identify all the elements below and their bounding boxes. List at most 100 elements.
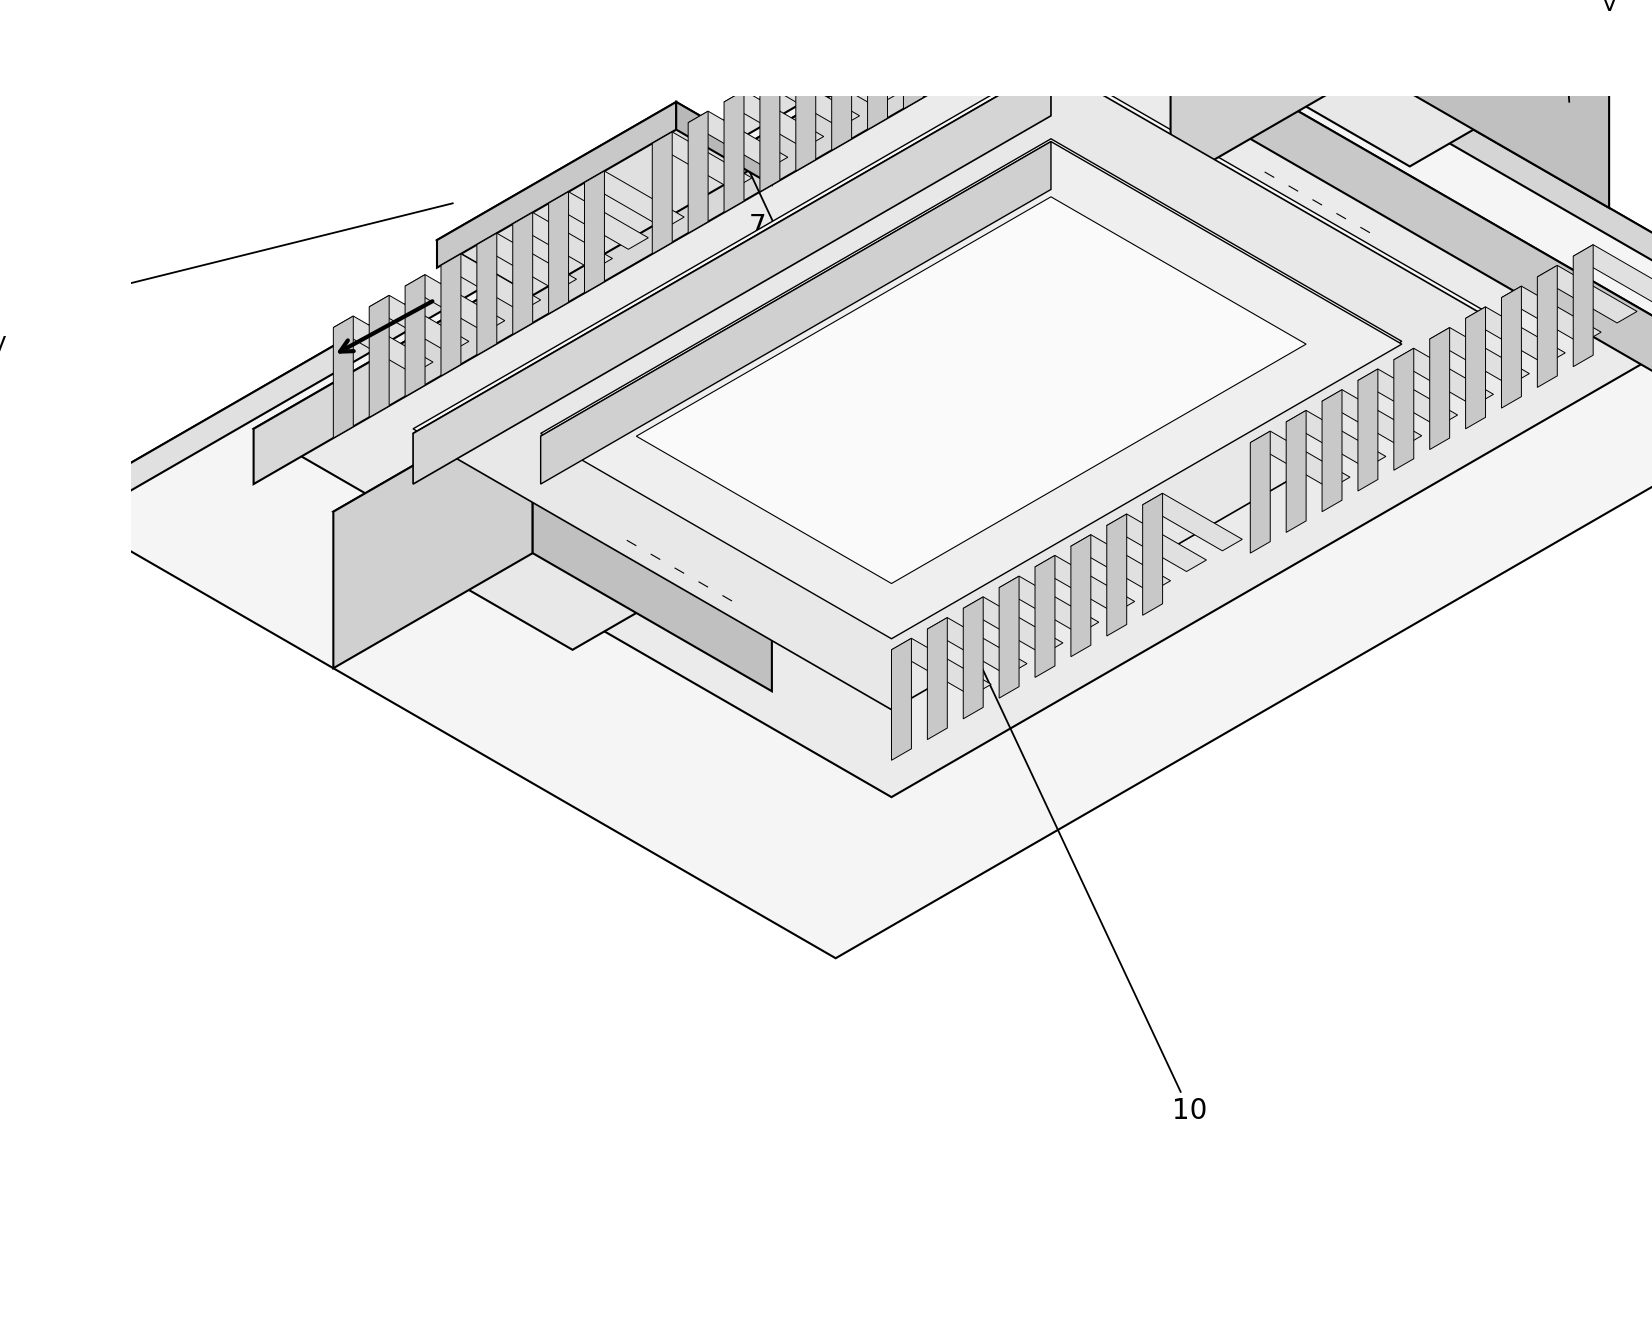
Polygon shape	[1070, 534, 1171, 593]
Polygon shape	[370, 296, 469, 353]
Circle shape	[0, 300, 45, 392]
Polygon shape	[441, 254, 540, 312]
Polygon shape	[548, 192, 568, 314]
Polygon shape	[334, 397, 771, 650]
Polygon shape	[892, 638, 991, 695]
Polygon shape	[413, 60, 1530, 705]
Polygon shape	[676, 103, 771, 185]
Text: 10: 10	[733, 137, 1208, 1126]
Polygon shape	[867, 8, 966, 65]
Polygon shape	[760, 69, 859, 128]
Polygon shape	[55, 0, 1090, 534]
Polygon shape	[1090, 0, 1652, 388]
Polygon shape	[1322, 390, 1422, 448]
Polygon shape	[1287, 410, 1386, 468]
Polygon shape	[1251, 432, 1270, 553]
Polygon shape	[370, 296, 390, 417]
Polygon shape	[334, 316, 433, 373]
Polygon shape	[963, 597, 983, 719]
Polygon shape	[963, 597, 1062, 654]
Polygon shape	[1171, 0, 1370, 185]
Polygon shape	[796, 49, 816, 170]
Polygon shape	[1429, 328, 1450, 449]
Polygon shape	[1287, 410, 1307, 533]
Polygon shape	[999, 577, 1019, 698]
Polygon shape	[1251, 432, 1350, 489]
Polygon shape	[1107, 514, 1127, 635]
Polygon shape	[1573, 245, 1593, 366]
Polygon shape	[927, 618, 947, 739]
Text: 7: 7	[748, 213, 930, 514]
Polygon shape	[975, 0, 995, 68]
Polygon shape	[512, 213, 532, 334]
Polygon shape	[1036, 555, 1056, 678]
Polygon shape	[1538, 265, 1558, 388]
Polygon shape	[689, 111, 709, 233]
Polygon shape	[699, 582, 709, 587]
Polygon shape	[1289, 185, 1298, 192]
Polygon shape	[796, 49, 895, 107]
Polygon shape	[441, 254, 461, 376]
Polygon shape	[1370, 0, 1609, 208]
Polygon shape	[1538, 265, 1637, 322]
Polygon shape	[1322, 390, 1341, 511]
Polygon shape	[1394, 348, 1493, 406]
Polygon shape	[653, 132, 752, 189]
Polygon shape	[1143, 493, 1242, 551]
Polygon shape	[940, 0, 960, 88]
Text: 驱动方向: 驱动方向	[453, 249, 520, 277]
Polygon shape	[1143, 493, 1163, 615]
Polygon shape	[975, 0, 1075, 3]
Polygon shape	[1171, 0, 1609, 166]
Polygon shape	[831, 28, 852, 151]
Polygon shape	[653, 132, 672, 254]
Polygon shape	[1358, 369, 1457, 426]
Polygon shape	[1502, 286, 1601, 344]
Polygon shape	[674, 567, 684, 573]
Polygon shape	[940, 0, 1039, 24]
Polygon shape	[760, 69, 780, 192]
Polygon shape	[1051, 0, 1652, 392]
Text: 8: 8	[1153, 177, 1424, 404]
Polygon shape	[334, 397, 532, 669]
Polygon shape	[413, 65, 1051, 484]
Polygon shape	[927, 618, 1028, 675]
Circle shape	[1563, 0, 1652, 52]
Polygon shape	[1502, 286, 1521, 408]
Polygon shape	[1107, 514, 1206, 571]
Text: V: V	[0, 336, 7, 356]
Polygon shape	[904, 0, 923, 109]
Polygon shape	[651, 554, 661, 559]
Polygon shape	[55, 0, 1652, 958]
Polygon shape	[405, 274, 425, 397]
Polygon shape	[867, 8, 887, 129]
Polygon shape	[904, 0, 1003, 44]
Polygon shape	[724, 91, 824, 148]
Polygon shape	[1036, 555, 1135, 613]
Polygon shape	[831, 28, 932, 85]
Polygon shape	[477, 233, 577, 290]
Polygon shape	[626, 541, 636, 546]
Polygon shape	[1465, 306, 1564, 365]
Polygon shape	[892, 638, 912, 761]
Polygon shape	[999, 577, 1099, 634]
Polygon shape	[585, 170, 684, 229]
Polygon shape	[438, 103, 676, 268]
Polygon shape	[438, 103, 771, 296]
Polygon shape	[532, 397, 771, 691]
Polygon shape	[540, 141, 1403, 639]
Polygon shape	[405, 274, 506, 332]
Polygon shape	[540, 139, 1403, 635]
Polygon shape	[540, 141, 1051, 484]
Polygon shape	[512, 213, 613, 270]
Polygon shape	[254, 0, 1051, 484]
Polygon shape	[724, 91, 743, 213]
Polygon shape	[1312, 200, 1322, 205]
Polygon shape	[689, 111, 788, 169]
Polygon shape	[477, 233, 497, 356]
Polygon shape	[1573, 245, 1652, 302]
Polygon shape	[722, 595, 732, 601]
Polygon shape	[334, 316, 354, 438]
Polygon shape	[1265, 172, 1274, 177]
Polygon shape	[413, 65, 1530, 710]
